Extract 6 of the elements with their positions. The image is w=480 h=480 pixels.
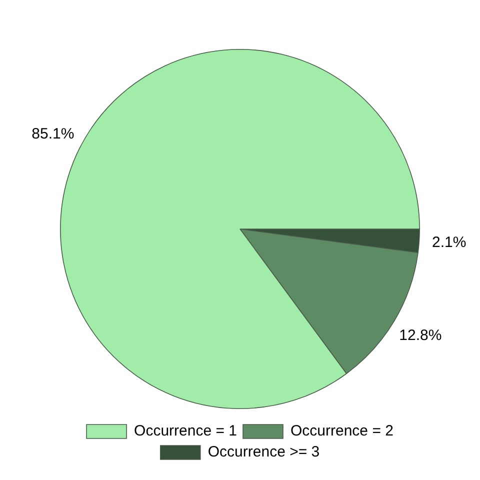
legend-label: Occurrence >= 3 [208, 444, 320, 461]
legend-label: Occurrence = 2 [290, 422, 394, 440]
legend-label: Occurrence = 1 [134, 422, 238, 440]
data-label: 12.8% [399, 326, 442, 344]
data-label: 2.1% [432, 234, 466, 251]
data-label: 85.1% [32, 126, 74, 143]
